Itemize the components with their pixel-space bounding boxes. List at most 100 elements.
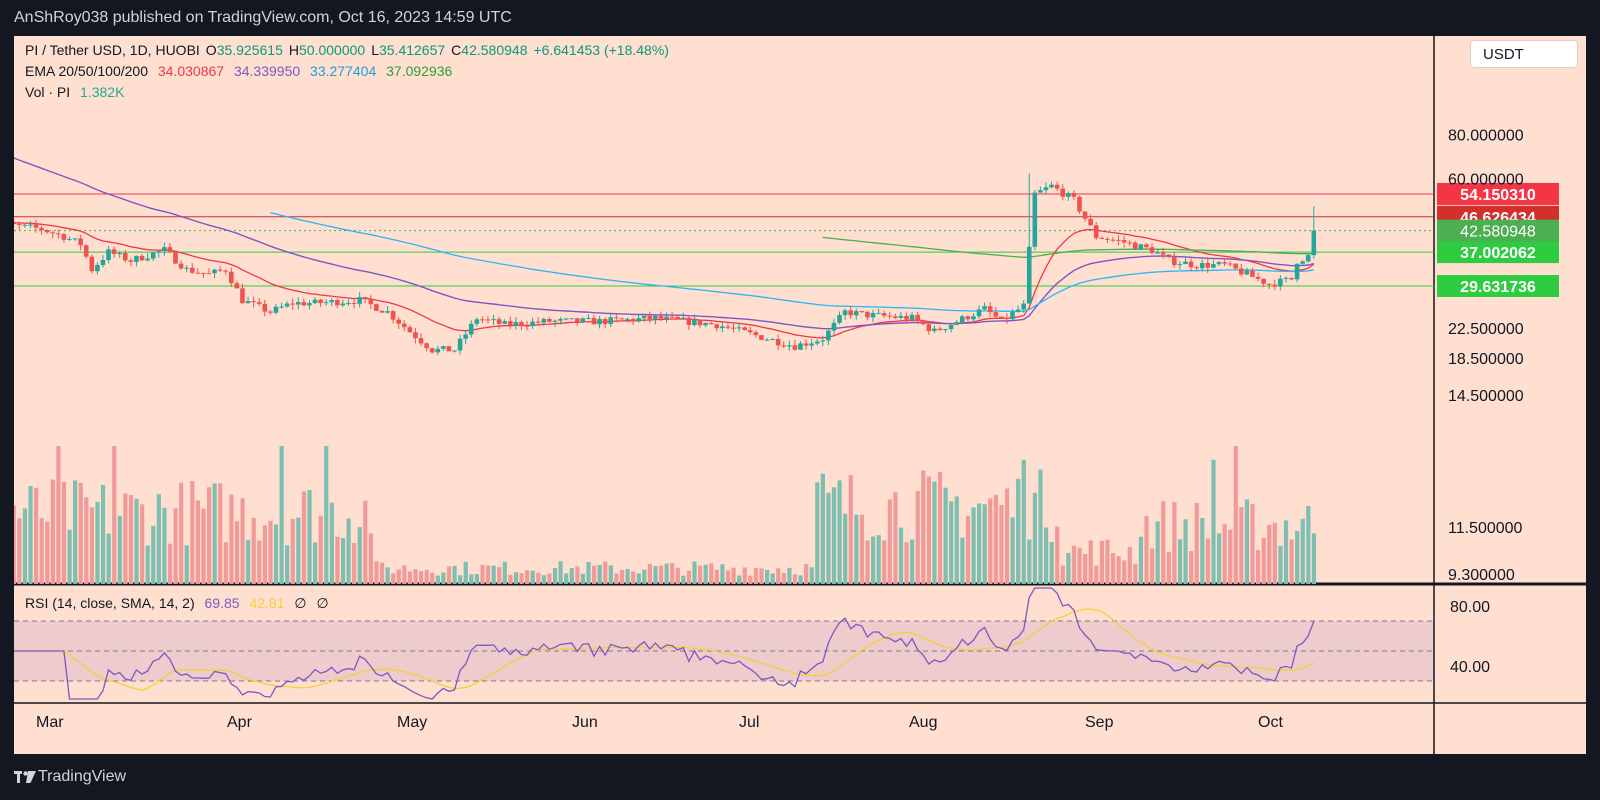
candle-body bbox=[362, 297, 368, 300]
symbol-legend: PI / Tether USD, 1D, HUOBI O35.925615 H50.… bbox=[25, 42, 675, 58]
volume-bar bbox=[485, 565, 491, 584]
candle-body bbox=[1222, 262, 1227, 264]
candle-body bbox=[708, 323, 714, 325]
candle-body bbox=[1121, 240, 1127, 243]
candle-body bbox=[1054, 184, 1060, 189]
ema20-value: 34.030867 bbox=[157, 63, 225, 79]
volume-bar bbox=[28, 486, 33, 584]
candle-body bbox=[999, 316, 1004, 318]
volume-bar bbox=[1177, 539, 1183, 584]
volume-bar bbox=[597, 564, 602, 584]
rsi-line bbox=[14, 587, 1315, 700]
volume-bar bbox=[653, 566, 658, 584]
price-tick-label: 11.500000 bbox=[1448, 520, 1523, 537]
candle-body bbox=[731, 327, 736, 329]
volume-bar bbox=[809, 567, 814, 584]
candle-body bbox=[742, 327, 747, 331]
volume-bar bbox=[614, 573, 619, 584]
time-tick-label: Oct bbox=[1258, 714, 1283, 731]
candle-body bbox=[614, 317, 619, 319]
volume-bar bbox=[982, 504, 987, 584]
tradingview-logo-icon[interactable] bbox=[14, 771, 36, 783]
volume-bar bbox=[140, 504, 145, 584]
volume-bar bbox=[469, 574, 474, 584]
candle-body bbox=[89, 256, 95, 272]
candle-body bbox=[547, 318, 552, 322]
candle-body bbox=[898, 315, 904, 318]
volume-bar bbox=[1200, 518, 1205, 584]
candle-body bbox=[837, 315, 842, 323]
candle-body bbox=[904, 315, 909, 320]
volume-bar bbox=[296, 517, 301, 584]
rsi-band-layer bbox=[14, 620, 1434, 682]
ema100-value: 33.277404 bbox=[310, 63, 377, 79]
volume-bar bbox=[424, 569, 429, 584]
candle-body bbox=[1216, 262, 1222, 265]
volume-bar bbox=[608, 565, 613, 584]
candle-body bbox=[1038, 190, 1043, 193]
candle-body bbox=[441, 346, 446, 349]
chart-area[interactable]: 54.150310 46.626434 37.002062 29.631736 42.5… bbox=[14, 36, 1586, 754]
candle-body bbox=[156, 251, 162, 253]
candle-body bbox=[189, 267, 195, 273]
price-tick-label: 18.500000 bbox=[1448, 351, 1524, 368]
volume-bar bbox=[1183, 519, 1188, 584]
volume-bar bbox=[513, 572, 519, 584]
candle-body bbox=[1272, 284, 1278, 287]
time-tick-label: Apr bbox=[227, 714, 253, 731]
candle-body bbox=[982, 306, 987, 310]
volume-bar bbox=[340, 538, 346, 584]
candle-body bbox=[463, 334, 468, 339]
volume-bar bbox=[865, 540, 870, 584]
brand-name[interactable]: TradingView bbox=[38, 768, 127, 785]
volume-bar bbox=[1261, 537, 1266, 584]
volume-bar bbox=[1155, 521, 1160, 584]
volume-bar bbox=[1250, 503, 1255, 584]
volume-bar bbox=[1222, 524, 1227, 584]
time-tick-label: Aug bbox=[909, 714, 937, 731]
price-chart[interactable]: 54.15031046.62643437.00206229.63173642.5… bbox=[14, 36, 1586, 754]
volume-bar bbox=[190, 480, 195, 584]
volume-bar bbox=[826, 492, 831, 584]
volume-bar bbox=[547, 573, 552, 584]
candle-body bbox=[1066, 193, 1071, 197]
last-price-label: 42.580948 bbox=[1460, 224, 1536, 241]
candle-body bbox=[251, 301, 256, 303]
candle-body bbox=[1004, 317, 1010, 320]
volume-bar bbox=[329, 502, 334, 584]
volume-bar bbox=[324, 446, 329, 584]
candle-body bbox=[608, 317, 614, 324]
candle-body bbox=[859, 311, 865, 313]
candle-body bbox=[39, 227, 44, 231]
open-value: 35.925615 bbox=[216, 42, 283, 58]
volume-bar bbox=[268, 520, 273, 584]
level-tag bbox=[1437, 274, 1559, 297]
volume-bar bbox=[407, 571, 413, 584]
volume-bar bbox=[179, 482, 184, 584]
volume-bar bbox=[195, 500, 201, 584]
volume-bar bbox=[1239, 507, 1244, 584]
candle-body bbox=[1071, 193, 1077, 197]
volume-bar bbox=[95, 501, 100, 584]
volume-bar bbox=[156, 494, 161, 584]
candle-body bbox=[1082, 211, 1088, 219]
candle-body bbox=[658, 315, 664, 319]
volume-bar bbox=[1099, 540, 1104, 584]
volume-label: Vol · PI bbox=[25, 84, 71, 100]
currency-button[interactable]: USDT bbox=[1470, 40, 1578, 68]
volume-bar bbox=[1043, 527, 1049, 584]
candle-body bbox=[262, 303, 268, 312]
candle-body bbox=[95, 265, 100, 272]
volume-bar bbox=[592, 565, 597, 584]
volume-legend: Vol · PI 1.382K bbox=[25, 84, 130, 100]
candle-body bbox=[307, 303, 312, 306]
volume-bar bbox=[385, 567, 390, 584]
candle-body bbox=[1289, 277, 1294, 280]
volume-bar bbox=[234, 521, 240, 584]
volume-bar bbox=[636, 573, 641, 584]
volume-bar bbox=[128, 494, 134, 584]
candle-body bbox=[943, 329, 948, 331]
volume-bar bbox=[1244, 499, 1250, 584]
candle-body bbox=[1093, 225, 1099, 238]
volume-bar bbox=[201, 508, 206, 584]
